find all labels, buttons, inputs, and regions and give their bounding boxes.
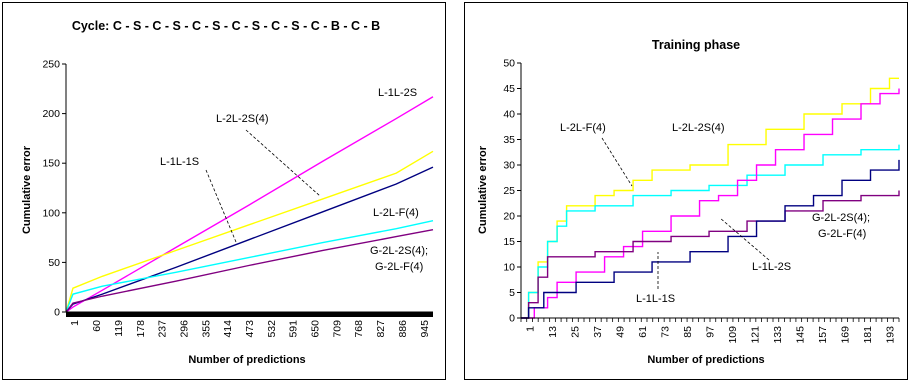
y-tick-label: 10 [503,262,515,274]
chart-panel-cycle: Cycle: C - S - C - S - C - S - C - S - C… [0,0,448,383]
y-tick-label: 100 [42,207,60,219]
series-line-l-2l-f-4 [65,220,434,313]
y-axis-label: Cumulative error [477,145,489,234]
x-tick-label: 193 [885,326,897,344]
y-tick-label: 0 [509,313,515,325]
y-tick-label: 30 [503,160,515,172]
leader-line-l1l1s [205,169,237,243]
x-tick-label: 37 [592,326,604,338]
annotation-g2lf4: G-2L-F(4) [818,228,866,240]
y-tick-label: 0 [54,307,60,319]
y-tick-label: 45 [503,83,515,95]
cycle-chart-svg: Cycle: C - S - C - S - C - S - C - S - C… [2,2,446,380]
series-line-l-2l-f-4 [521,144,900,319]
y-tick-label: 25 [503,185,515,197]
training-chart-svg: Training phase Cumulative error Number o… [464,2,908,380]
leader-line-l2lf4 [601,137,633,187]
x-tick-label: 85 [682,326,694,338]
x-tick-label: 709 [331,320,343,338]
x-tick-label: 49 [615,326,627,338]
x-tick-label: 178 [135,320,147,338]
series-line-l-1l-2s [521,88,900,319]
x-tick-label: 237 [157,320,169,338]
x-tick-label: 157 [817,326,829,344]
x-tick-label: 473 [244,320,256,338]
series-annotations: L-2L-F(4) L-2L-2S(4) G-2L-2S(4); G-2L-F(… [560,122,870,305]
annotation-g2l2s4: G-2L-2S(4); [812,212,870,224]
x-tick-label: 119 [113,320,125,337]
x-tick-label: 145 [795,326,807,344]
x-tick-label: 945 [419,320,431,338]
x-tick-label: 827 [375,320,387,338]
y-tick-label: 35 [503,134,515,146]
x-tick-label: 650 [310,320,322,338]
y-tick-label: 250 [42,59,60,71]
x-tick-label: 169 [840,326,852,344]
x-tick-label: 355 [200,320,212,338]
plot-area: 0 50 100 150 200 250 1 60 119 178 237 296 355 414 473 5… [42,59,434,338]
x-tick-label: 414 [222,320,234,338]
series-line-g-2l-2s-4-g-2l-f-4 [65,228,434,313]
annotation-g2l2s4: G-2L-2S(4); [370,245,428,257]
x-tick-label: 121 [750,326,762,344]
plot-area: 0 5 10 15 20 25 30 35 40 45 50 1 13 25 37 49 61 73 85 97 109… [503,58,900,344]
y-tick-label: 50 [48,257,60,269]
x-tick-label: 13 [547,326,559,338]
x-tick-label: 109 [727,326,739,344]
x-tick-label: 73 [660,326,672,338]
x-tick-label: 61 [637,326,649,338]
x-axis-label: Number of predictions [188,354,305,366]
annotation-l1l2s: L-1L-2S [378,87,417,99]
annotation-l2lf4: L-2L-F(4) [560,122,606,134]
annotation-l2lf4: L-2L-F(4) [373,207,419,219]
y-tick-label: 40 [503,109,515,121]
y-tick-label: 200 [42,108,60,120]
annotation-l2l2s4: L-2L-2S(4) [672,122,725,134]
chart-title: Training phase [652,38,740,52]
x-tick-label: 97 [705,326,717,338]
series-annotations: L-1L-2S L-2L-2S(4) L-1L-1S L-2L-F(4) G-2… [160,87,428,273]
x-axis-label: Number of predictions [647,354,764,366]
series-line-l-1l-1s [521,159,900,319]
annotation-l1l2s: L-1L-2S [752,261,791,273]
annotation-l2l2s4: L-2L-2S(4) [216,113,269,125]
y-axis-label: Cumulative error [21,145,33,234]
y-tick-label: 5 [509,287,515,299]
x-tick-label: 768 [353,320,365,338]
x-tick-band [66,312,433,317]
y-tick-label: 15 [503,236,515,248]
series-line-l-2l-2s-4 [65,150,434,313]
y-tick-label: 50 [503,58,515,70]
y-tick-label: 20 [503,211,515,223]
annotation-g2lf4: G-2L-F(4) [375,261,423,273]
leader-line-l1l2s [719,217,770,261]
x-tick-label: 886 [397,320,409,338]
x-tick-label: 181 [862,326,874,344]
x-tick-label: 25 [570,326,582,338]
leader-line-l2l2s4 [245,129,321,197]
x-tick-label: 591 [288,320,300,338]
chart-panel-training: Training phase Cumulative error Number o… [462,0,910,383]
annotation-l1l1s: L-1L-1S [160,156,199,168]
series-line-g-2l-2s-4-g-2l-f-4 [521,190,900,319]
x-tick-label: 1 [525,326,537,332]
x-tick-label: 296 [178,320,190,338]
x-tick-label: 133 [772,326,784,344]
chart-title: Cycle: C - S - C - S - C - S - C - S - C… [72,19,380,33]
x-tick-label: 60 [91,320,103,332]
y-tick-label: 150 [42,158,60,170]
annotation-l1l1s: L-1L-1S [636,293,675,305]
x-tick-label: 532 [266,320,278,338]
x-tick-label: 1 [69,320,81,326]
series-line-l-1l-2s [65,96,434,313]
